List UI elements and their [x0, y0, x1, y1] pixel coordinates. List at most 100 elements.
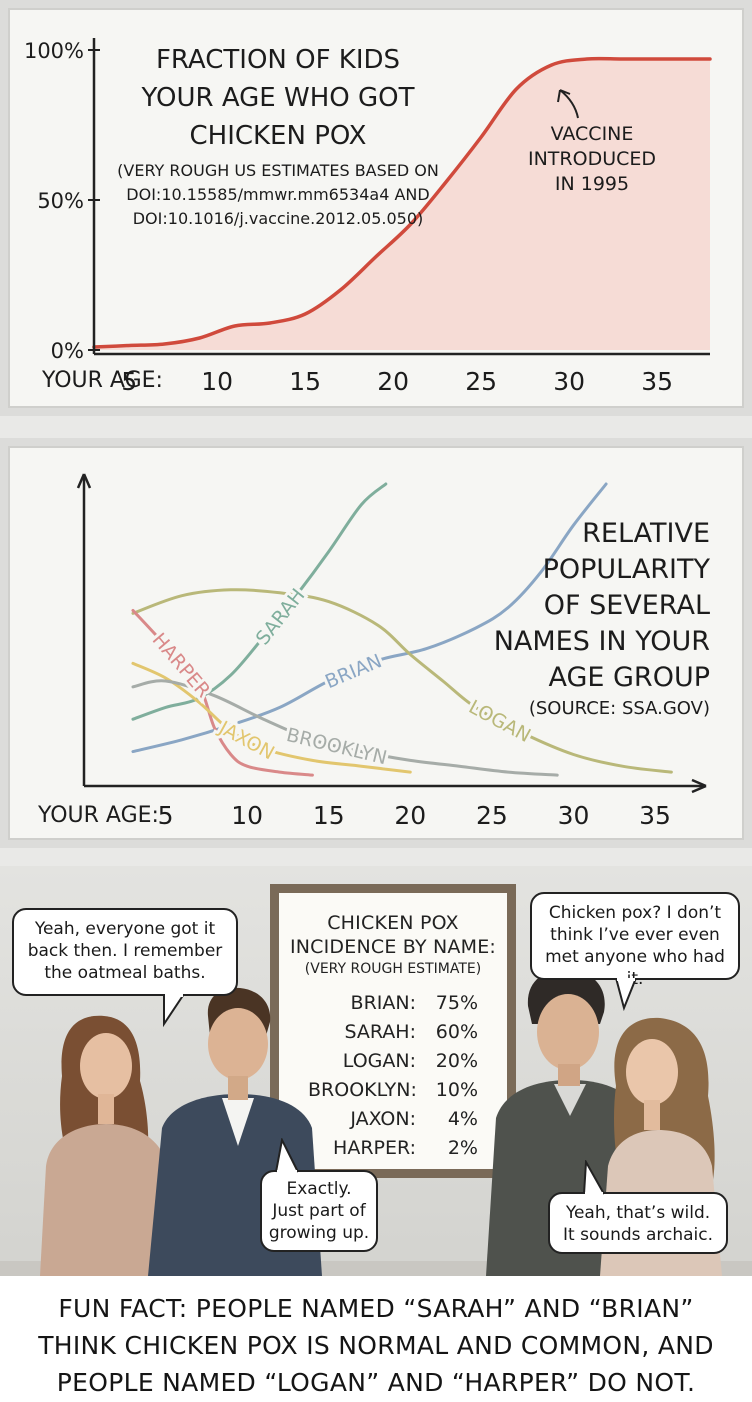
bubble-line: Exactly. [286, 1179, 352, 1199]
series-line-harper [131, 608, 314, 777]
x-tick-label: 35 [639, 801, 671, 830]
series-line-logan [131, 588, 673, 774]
poster-row-value: 10% [435, 1079, 478, 1101]
series-line-brooklyn [131, 679, 559, 777]
x-tick-label: 25 [465, 367, 497, 396]
bubble-line: It sounds archaic. [563, 1225, 713, 1245]
annotation-line-2: INTRODUCED [528, 148, 656, 170]
bubble-line: back then. I remember [27, 941, 223, 961]
y-tick-label: 50% [37, 189, 84, 213]
chart-frame: SARAH BRIAN LOGAN HARPER JAXON BROOKLYN 5 10 15… [8, 446, 744, 840]
poster-row: HARPER: 2% [279, 1134, 507, 1163]
poster-row-name: LOGAN: [342, 1050, 416, 1072]
x-tick-label: 15 [313, 801, 345, 830]
x-tick-label: 15 [289, 367, 321, 396]
series-label-harper: HARPER [148, 629, 215, 702]
poster-row: JAXON: 4% [279, 1105, 507, 1134]
chart-title-line-1: RELATIVE [582, 518, 710, 549]
poster-row-value: 4% [447, 1108, 478, 1130]
annotation-arrow [557, 89, 579, 119]
chart-source: (SOURCE: SSA.GOV) [529, 698, 710, 719]
poster-title-line-1: CHICKEN POX [327, 912, 459, 934]
poster-row: SARAH: 60% [279, 1018, 507, 1047]
bubble-tail [583, 1160, 605, 1196]
chart-title-line-3: CHICKEN POX [189, 121, 366, 151]
chicken-pox-line [92, 56, 712, 349]
poster-row-value: 2% [447, 1137, 478, 1159]
bubble-line: think I’ve ever even [550, 925, 720, 945]
poster-row: BRIAN: 75% [279, 989, 507, 1018]
poster-row-name: BRIAN: [350, 992, 416, 1014]
chicken-pox-fraction-panel: 0% 50% 100% 5 10 15 20 25 30 35 YOUR AGE: FRACTI… [0, 0, 752, 416]
annotation-line-1: VACCINE [551, 123, 634, 145]
bubble-line: Just part of [272, 1201, 366, 1221]
left-woman [40, 1015, 176, 1276]
chart-title-line-5: AGE GROUP [548, 662, 710, 693]
y-tick-label: 0% [51, 339, 84, 363]
annotation-line-3: IN 1995 [555, 173, 629, 195]
name-popularity-panel: SARAH BRIAN LOGAN HARPER JAXON BROOKLYN 5 10 15… [0, 438, 752, 848]
bubble-tail [615, 978, 637, 1012]
caption-line: THINK CHICKEN POX IS NORMAL AND COMMON, … [38, 1331, 714, 1360]
chart-title-line-4: NAMES IN YOUR [494, 626, 710, 657]
x-axis-arrow [691, 778, 707, 794]
poster-row-value: 20% [435, 1050, 478, 1072]
y-axis-arrow [76, 473, 92, 489]
speech-bubble-left-woman: Yeah, everyone got it back then. I remem… [12, 908, 238, 996]
conversation-scene: CHICKEN POX INCIDENCE BY NAME: (VERY ROU… [0, 866, 752, 1276]
bubble-line: Yeah, everyone got it [34, 919, 216, 939]
x-tick-label: 30 [558, 801, 590, 830]
poster-board: CHICKEN POX INCIDENCE BY NAME: (VERY ROU… [279, 893, 507, 1169]
caption-line: PEOPLE NAMED “LOGAN” AND “HARPER” DO NOT… [56, 1368, 696, 1397]
chart-frame: 0% 50% 100% 5 10 15 20 25 30 35 YOUR AGE: FRACTI… [8, 8, 744, 408]
poster-subtitle: (VERY ROUGH ESTIMATE) [304, 961, 482, 977]
poster-row-name: SARAH: [344, 1021, 416, 1043]
bubble-line: Yeah, that’s wild. [565, 1203, 711, 1223]
series-line-jaxon [131, 661, 412, 774]
poster-row-name: JAXON: [350, 1108, 416, 1130]
y-tick-label: 100% [24, 39, 84, 63]
x-axis-label: YOUR AGE: [37, 803, 159, 828]
bubble-line: the oatmeal baths. [44, 963, 206, 983]
x-tick-label: 20 [377, 367, 409, 396]
series-label-brian: BRIAN [322, 650, 385, 693]
chicken-pox-chart: 0% 50% 100% 5 10 15 20 25 30 35 YOUR AGE: FRACTI… [24, 38, 712, 396]
x-tick-label: 20 [394, 801, 426, 830]
poster-row-value: 75% [435, 992, 478, 1014]
poster-row-name: HARPER: [333, 1137, 416, 1159]
x-tick-label: 5 [158, 801, 174, 830]
chart-title-line-2: POPULARITY [543, 554, 711, 585]
caption-line: FUN FACT: PEOPLE NAMED “SARAH” AND “BRIA… [58, 1294, 694, 1323]
source-line-2: DOI:10.15585/mmwr.mm6534a4 AND [126, 185, 429, 204]
source-line-1: (VERY ROUGH US ESTIMATES BASED ON [117, 161, 439, 180]
chart-title-line-3: OF SEVERAL [544, 590, 710, 621]
chart-title-line-1: FRACTION OF KIDS [156, 45, 400, 75]
poster-row-name: BROOKLYN: [308, 1079, 417, 1101]
x-tick-label: 25 [476, 801, 508, 830]
fun-fact-caption: FUN FACT: PEOPLE NAMED “SARAH” AND “BRIA… [0, 1276, 752, 1402]
series-line-sarah [131, 482, 388, 721]
x-tick-label: 35 [641, 367, 673, 396]
poster-row-value: 60% [435, 1021, 478, 1043]
chart-title-line-2: YOUR AGE WHO GOT [141, 83, 415, 113]
x-axis-label: YOUR AGE: [41, 368, 163, 393]
speech-bubble-right-man: Chicken pox? I don’t think I’ve ever eve… [530, 892, 740, 989]
x-tick-label: 10 [201, 367, 233, 396]
x-tick-label: 30 [553, 367, 585, 396]
speech-bubble-right-woman: Yeah, that’s wild. It sounds archaic. [548, 1192, 728, 1254]
source-line-3: DOI:10.1016/j.vaccine.2012.05.050) [133, 209, 424, 228]
x-tick-label: 10 [231, 801, 263, 830]
speech-bubble-left-man: Exactly. Just part of growing up. [260, 1170, 378, 1252]
bubble-tail [163, 994, 185, 1028]
bubble-tail [275, 1138, 299, 1174]
series-label-logan: LOGAN [465, 696, 534, 747]
series-label-jaxon: JAXON [215, 716, 278, 764]
poster-title-line-2: INCIDENCE BY NAME: [289, 936, 497, 958]
bubble-line: Chicken pox? I don’t [548, 903, 722, 923]
x-tick-label: 5 [121, 367, 137, 396]
poster-row: BROOKLYN: 10% [279, 1076, 507, 1105]
chicken-pox-area-fill [94, 58, 710, 351]
poster-row: LOGAN: 20% [279, 1047, 507, 1076]
bubble-line: growing up. [268, 1223, 370, 1243]
